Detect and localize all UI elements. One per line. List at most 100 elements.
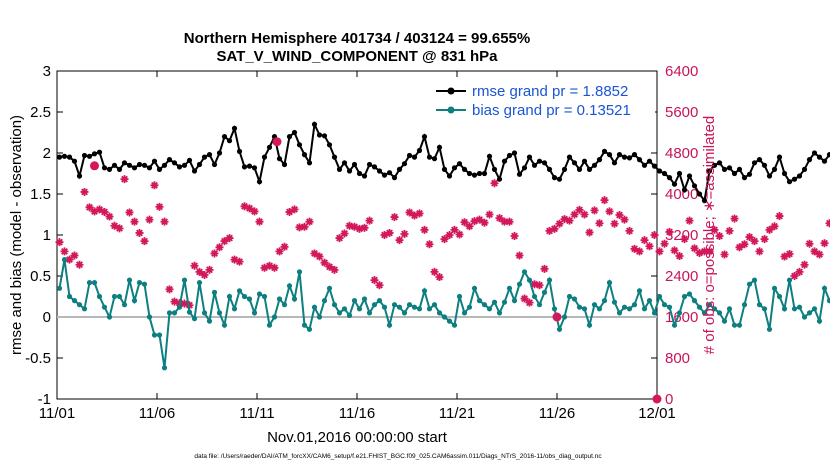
rmse-point — [396, 166, 403, 172]
rmse-point — [611, 160, 618, 166]
assimilated-obs-marker — [635, 247, 644, 256]
assimilated-obs-marker — [340, 229, 349, 238]
bias-point — [776, 293, 783, 300]
assimilated-obs-marker — [395, 236, 404, 245]
bias-point — [791, 306, 798, 312]
bias-point — [116, 293, 123, 300]
bias-point — [361, 296, 368, 302]
rmse-point — [401, 161, 408, 167]
assimilated-obs-marker — [705, 247, 714, 256]
assimilated-obs-marker — [675, 252, 684, 261]
bias-point — [826, 298, 830, 304]
bias-point — [181, 277, 188, 283]
rmse-point — [736, 166, 743, 172]
bias-point — [626, 306, 633, 312]
y-left-tick-label: 0 — [43, 309, 51, 326]
rmse-point — [471, 172, 478, 178]
bias-point — [666, 304, 673, 310]
rmse-point — [76, 173, 83, 179]
assimilated-obs-marker — [570, 210, 579, 219]
bias-point — [456, 293, 463, 300]
rmse-point — [731, 170, 738, 177]
bias-point — [136, 280, 143, 286]
rmse-point — [771, 166, 778, 172]
bias-point — [576, 304, 583, 310]
assimilated-obs-marker — [530, 280, 539, 289]
assimilated-obs-marker — [80, 187, 89, 196]
bias-point — [421, 288, 428, 294]
y-left-tick-label: 2 — [43, 145, 51, 162]
bias-point — [606, 280, 613, 286]
bias-point — [541, 289, 548, 295]
bias-point — [446, 318, 453, 324]
rmse-point — [816, 154, 823, 160]
bias-point — [81, 306, 88, 312]
rmse-point — [761, 162, 768, 168]
plot-area — [56, 70, 658, 400]
assimilated-obs-marker — [400, 229, 409, 238]
possible-obs-marker — [652, 394, 662, 404]
assimilated-obs-marker — [620, 215, 629, 224]
assimilated-obs-marker — [775, 212, 784, 221]
bias-point — [411, 304, 418, 310]
bias-point — [141, 281, 148, 287]
rmse-point — [766, 173, 773, 179]
rmse-point — [201, 154, 208, 160]
assimilated-obs-marker — [345, 221, 354, 230]
assimilated-obs-marker — [535, 281, 544, 290]
assimilated-obs-marker — [95, 205, 104, 214]
x-axis-ticks: 11/01 11/06 11/11 11/16 11/21 11/26 12/01 — [39, 71, 676, 422]
assimilated-obs-marker — [190, 261, 199, 270]
rmse-point — [751, 160, 758, 166]
bias-point — [106, 314, 113, 320]
bias-line — [58, 259, 830, 368]
rmse-point — [801, 166, 808, 172]
rmse-point — [261, 154, 268, 160]
assimilated-obs-marker — [565, 216, 574, 225]
assimilated-obs-marker — [745, 233, 754, 242]
footnote-data-file: data file: /Users/raeder/DAI/ATM_forcXX/… — [194, 453, 602, 460]
bias-point — [516, 281, 523, 287]
rmse-point — [356, 170, 363, 177]
bias-point — [746, 281, 753, 287]
assimilated-obs-marker — [410, 211, 419, 220]
rmse-point — [426, 154, 433, 160]
bias-point — [741, 302, 748, 308]
rmse-point — [411, 154, 418, 160]
y-right-tick-label: 800 — [665, 350, 690, 367]
assimilated-obs-marker — [640, 236, 649, 245]
bias-point — [126, 277, 133, 283]
bias-point — [376, 298, 383, 304]
y-left-tick-label: 0.5 — [30, 268, 51, 285]
rmse-point — [316, 132, 323, 138]
bias-point — [821, 285, 828, 291]
rmse-point — [146, 165, 153, 171]
assimilated-obs-marker — [555, 219, 564, 228]
assimilated-obs-marker — [120, 175, 129, 184]
rmse-point — [131, 165, 138, 171]
bias-point — [196, 280, 203, 286]
rmse-point — [101, 165, 108, 171]
assimilated-obs-marker — [130, 217, 139, 226]
assimilated-obs-marker — [725, 226, 734, 235]
rmse-point — [186, 157, 193, 163]
bias-point — [251, 310, 258, 316]
bias-point — [546, 277, 553, 283]
x-tick-label: 11/21 — [439, 405, 475, 422]
assimilated-obs-marker — [510, 232, 519, 241]
bias-point — [96, 293, 103, 300]
rmse-point — [556, 176, 563, 182]
rmse-point — [511, 150, 518, 156]
rmse-point — [431, 156, 438, 162]
bias-point — [451, 322, 458, 328]
assimilated-obs-marker — [330, 265, 339, 274]
assimilated-obs-marker — [250, 207, 259, 216]
rmse-point — [486, 153, 493, 159]
rmse-point — [451, 165, 458, 171]
rmse-point — [561, 166, 568, 172]
rmse-point — [811, 150, 818, 156]
y-right-tick-label: 6400 — [665, 63, 698, 80]
bias-point — [561, 314, 568, 320]
assimilated-obs-marker — [515, 251, 524, 260]
